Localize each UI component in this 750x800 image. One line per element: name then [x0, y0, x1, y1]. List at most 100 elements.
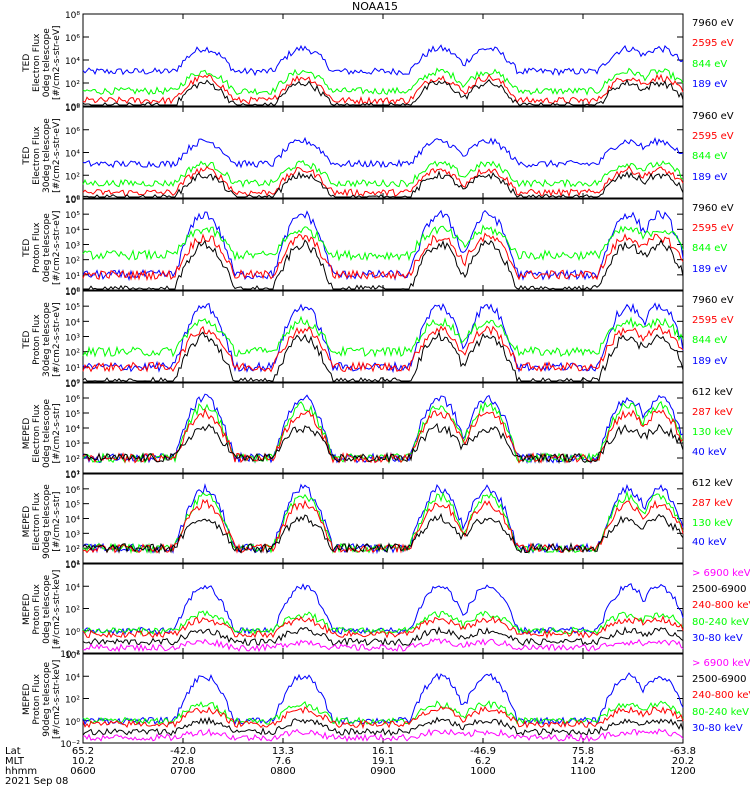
y-tick-label: 10⁶ [65, 651, 80, 661]
y-tick-label: 10¹ [65, 470, 80, 480]
y-tick-label: 10³ [65, 530, 80, 540]
y-axis-label-line: TED [22, 330, 32, 349]
legend-entry: 240-800 keV [692, 690, 750, 702]
y-tick-label: 10⁰ [65, 103, 80, 113]
series-2595-ev [82, 232, 684, 282]
y-tick-label: 10⁴ [65, 425, 80, 435]
y-tick-label: 10² [65, 349, 80, 359]
y-tick-label: 10⁸ [65, 104, 80, 114]
y-tick-label: 10⁵ [65, 410, 80, 420]
footer-lat-value: -46.9 [470, 746, 496, 757]
y-axis-label-line: Electron Flux [32, 404, 42, 463]
y-axis-label-line: MEPED [22, 505, 32, 537]
y-tick-label: 10⁰ [65, 195, 80, 205]
footer-lat-value: 65.2 [71, 746, 95, 757]
y-axis-label-line: MEPED [22, 593, 32, 625]
legend-entry: 844 eV [692, 58, 728, 70]
series-844-ev [82, 160, 684, 188]
footer-hhmm-value: 0800 [270, 766, 296, 777]
series--6900-kev [82, 728, 684, 743]
y-axis-label-line: TED [22, 238, 32, 257]
legend-entry: 30-80 keV [692, 632, 743, 644]
y-tick-label: 10⁵ [65, 501, 80, 511]
y-axis-label-line: 0deg telescope [42, 574, 52, 644]
series-2500-6900 [82, 716, 684, 737]
footer-mlt-value: 10.2 [71, 756, 95, 767]
series-7960-ev [82, 170, 684, 198]
y-axis-label: TED Proton Flux 0deg telescope [#/cm2-s-str… [22, 210, 62, 285]
y-tick-label: 10⁴ [65, 673, 80, 683]
y-axis-label-line: [#/cm2-s-str] [52, 403, 62, 464]
y-tick-label: 10² [65, 696, 80, 706]
series-189-ev [82, 44, 684, 77]
legend-entry: 2500-6900 [692, 674, 747, 686]
y-axis-label-line: 90deg telescope [42, 483, 52, 559]
series-2595-ev [82, 323, 684, 373]
y-tick-label: 10³ [65, 334, 80, 344]
y-tick-label: 10⁰ [65, 379, 80, 389]
y-axis-label-line: [#/cm2-s-str-eV] [52, 301, 62, 377]
y-tick-label: 10⁶ [65, 196, 80, 206]
legend-entry: 7960 eV [692, 203, 734, 214]
y-axis-label-line: Electron Flux [32, 125, 42, 185]
legend-entry: 2500-6900 [692, 584, 747, 596]
y-tick-label: 10² [65, 257, 80, 267]
y-axis-label-line: Proton Flux [32, 221, 42, 273]
series-7960-ev [82, 78, 684, 106]
legend-entry: > 6900 keV [692, 658, 750, 669]
legend-entry: 2595 eV [692, 315, 734, 327]
panel-5: 10¹ 10² 10³ 10⁴ 10⁵ 10⁶ 10⁷ [65, 380, 684, 480]
footer-hhmm-value: 0700 [170, 766, 196, 777]
y-tick-label: 10⁰ [65, 287, 80, 297]
footer-mlt-value: 20.8 [171, 756, 195, 767]
legend-entry: 80-240 keV [692, 616, 750, 628]
series--6900-kev [82, 638, 684, 653]
series-7960-ev [83, 239, 684, 290]
legend-entry: 7960 eV [692, 18, 734, 29]
legend-entry: 40 keV [692, 537, 727, 549]
series-130-kev [82, 400, 684, 464]
panel-3: 10⁰ 10¹ 10² 10³ 10⁴ 10⁵ 10⁶ [65, 196, 684, 297]
panel-2: 10⁰ 10² 10⁴ 10⁶ 10⁸ [65, 104, 684, 205]
y-tick-label: 10⁶ [65, 395, 80, 405]
y-axis-label-line: 0deg telescope [42, 212, 52, 282]
y-axis-label-line: [#/cm2-s-str-eV] [52, 117, 62, 193]
y-tick-label: 10² [65, 545, 80, 555]
y-tick-label: 10³ [65, 242, 80, 252]
legend-entry: 30-80 keV [692, 722, 743, 734]
footer-mlt-value: 14.2 [571, 756, 595, 767]
y-tick-label: 10⁵ [65, 303, 80, 313]
legend-entry: 612 keV [692, 478, 733, 489]
y-axis-label-line: 90deg telescope [42, 661, 52, 737]
legend-entry: 287 keV [692, 407, 733, 418]
y-axis-label-line: Proton Flux [32, 313, 42, 365]
series-130-kev [82, 490, 684, 555]
y-tick-label: 10⁷ [65, 471, 80, 481]
y-axis-label: TED Proton Flux 30deg telescope [#/cm2-s-st… [22, 302, 62, 377]
series-2595-ev [82, 73, 684, 105]
footer-mlt-value: 6.2 [475, 756, 491, 767]
legend-entry: 287 keV [692, 497, 733, 509]
series-189-ev [82, 136, 684, 169]
footer-lat-value: 13.3 [271, 746, 295, 757]
y-tick-label: 10⁶ [65, 486, 80, 496]
series-189-ev [82, 209, 684, 282]
y-axis-label: MEPED Proton Flux 0deg telescope [#/cm2-s-s… [22, 569, 62, 648]
series-7960-ev [82, 331, 684, 383]
series-30-80-kev [82, 583, 684, 636]
panel-1: 10⁰ 10² 10⁴ 10⁶ 10⁸ [65, 11, 684, 113]
legend-entry: 2595 eV [692, 38, 734, 50]
footer-hhmm-value: 1200 [670, 766, 696, 777]
y-tick-label: 10¹ [65, 364, 80, 374]
y-tick-label: 10⁰ [65, 718, 80, 728]
panel-8: 10⁻² 10⁰ 10² 10⁴ 10⁶ [60, 651, 684, 750]
y-axis-label: MEPED Proton Flux 90deg telescope [#/cm2-s-… [22, 659, 62, 738]
chart-title: NOAA15 [351, 0, 399, 13]
series-612-kev [82, 512, 684, 554]
y-tick-label: 10⁰ [65, 628, 80, 638]
footer-hhmm-value: 1100 [570, 766, 596, 777]
y-tick-label: 10² [65, 455, 80, 465]
footer-mlt-value: 19.1 [371, 756, 395, 767]
legend-entry: > 6900 keV [692, 568, 750, 579]
legend-entry: 7960 eV [692, 111, 734, 122]
